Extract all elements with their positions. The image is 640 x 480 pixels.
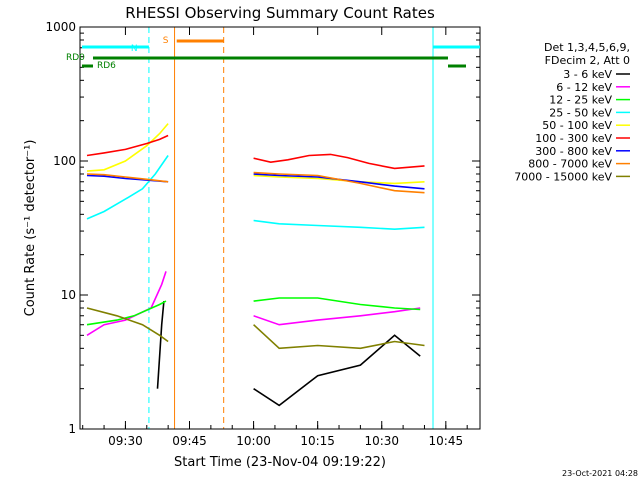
series-line-12-25-kev [253,297,421,311]
series-line-6-12-kev [253,307,421,326]
y-tick-label: 1 [68,422,76,436]
legend-item-label: 300 - 800 keV [535,145,612,158]
legend-header-line-2: FDecim 2, Att 0 [545,54,630,67]
x-tick-label: 10:15 [300,434,335,448]
series-line-800-7000-kev [253,171,425,194]
y-tick-label: 1000 [45,20,76,34]
rd6-label: RD6 [97,61,116,71]
x-tick-label: 09:45 [172,434,207,448]
x-tick-label: 10:45 [429,434,464,448]
x-tick-label: 10:30 [364,434,399,448]
n-label: N [131,44,138,54]
legend-item-label: 25 - 50 keV [549,106,612,119]
vertical-markers-dashed [148,27,481,429]
series-line-3-6-kev [253,334,421,407]
y-axis-ticks: 1 10 100 1000 [45,20,480,436]
series-line-300-800-kev [253,173,425,190]
plot-frame [79,26,481,430]
series-line-100-300-kev [86,134,169,157]
series-line-7000-15000-kev [253,324,425,350]
legend-item-label: 3 - 6 keV [563,68,612,81]
legend-header-line-1: Det 1,3,4,5,6,9, [544,41,630,54]
series-line-6-12-kev [86,271,167,336]
y-tick-label: 100 [53,154,76,168]
series-line-7000-15000-kev [86,307,169,343]
series-line-12-25-kev [86,300,167,326]
chart-title: RHESSI Observing Summary Count Rates [125,4,435,22]
series-line-100-300-kev [253,153,425,170]
series-line-25-50-kev [253,219,425,231]
legend-item-label: 100 - 300 keV [535,132,612,145]
x-tick-label: 10:00 [236,434,271,448]
legend-item-label: 12 - 25 keV [549,94,612,107]
legend-item-label: 7000 - 15000 keV [514,170,612,183]
series-line-50-100-kev [86,123,169,172]
legend-item-label: 800 - 7000 keV [528,158,612,171]
footer-timestamp: 23-Oct-2021 04:28 [562,469,638,478]
series-lines [86,123,425,407]
y-axis-label: Count Rate (s⁻¹ detector⁻¹) [23,140,38,317]
s-label: S [163,36,169,46]
status-bars: N S RD0 RD6 [66,36,480,71]
x-axis-ticks: 09:30 09:45 10:00 10:15 10:30 10:45 [82,27,468,448]
rd0-label: RD0 [66,53,85,63]
y-tick-label: 10 [61,288,76,302]
legend-item-label: 6 - 12 keV [556,81,612,94]
series-line-25-50-kev [86,155,169,220]
legend: Det 1,3,4,5,6,9, FDecim 2, Att 0 3 - 6 k… [514,41,630,183]
series-line-3-6-kev [156,301,165,389]
series-line-800-7000-kev [86,173,169,183]
legend-item-label: 50 - 100 keV [542,119,612,132]
x-axis-label: Start Time (23-Nov-04 09:19:22) [174,455,386,470]
x-tick-label: 09:30 [108,434,143,448]
